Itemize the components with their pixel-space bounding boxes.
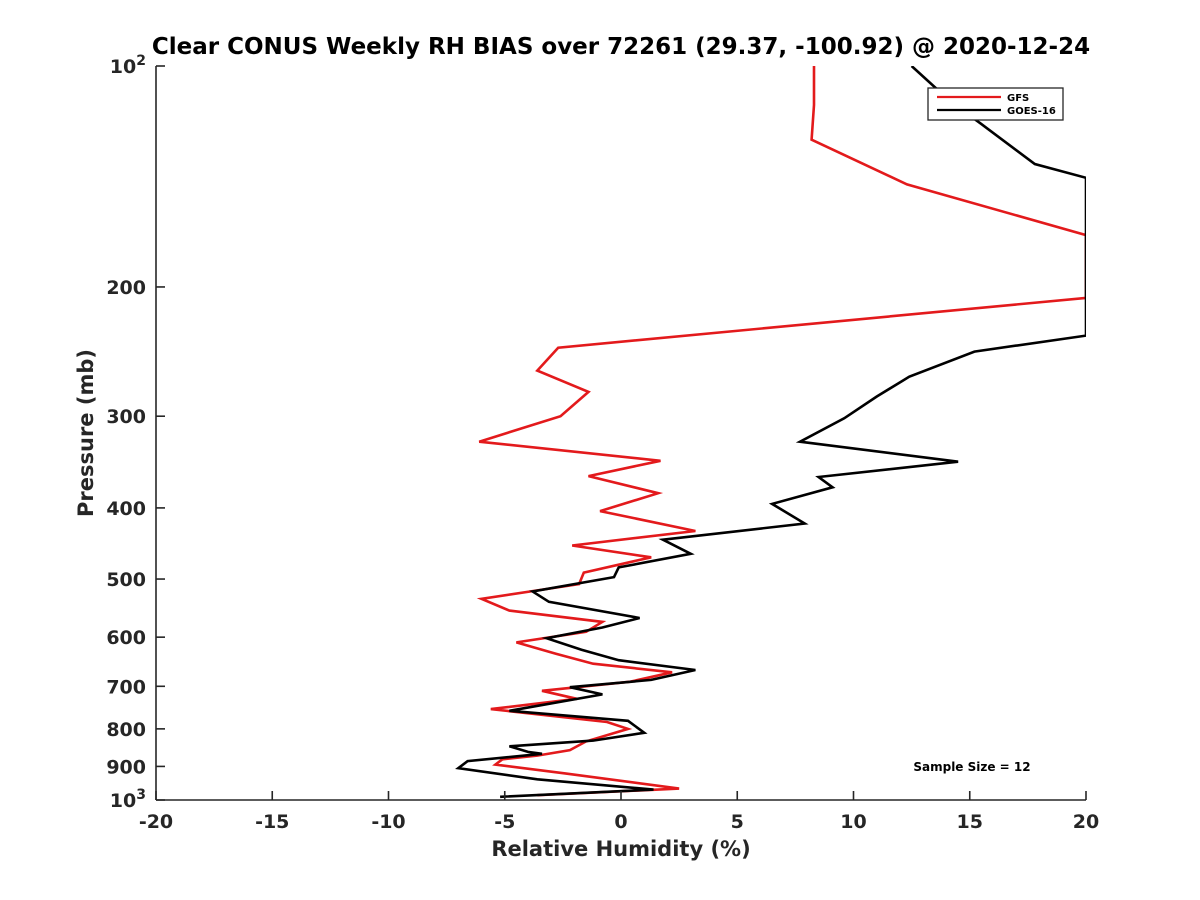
y-tick-label: 600 — [106, 627, 146, 649]
legend-label-goes16: GOES-16 — [1007, 106, 1056, 117]
series-layer — [455, 66, 1086, 799]
x-tick-label: 5 — [731, 811, 744, 833]
x-tick-label: -5 — [494, 811, 515, 833]
y-tick-label: 300 — [106, 406, 146, 428]
y-tick-label: 800 — [106, 719, 146, 741]
legend-label-gfs: GFS — [1007, 93, 1029, 104]
x-axis-label: Relative Humidity (%) — [491, 837, 750, 861]
x-tick-label: 20 — [1073, 811, 1099, 833]
x-tick-label: 0 — [614, 811, 627, 833]
y-tick-label: 200 — [106, 277, 146, 299]
x-tick-label: 10 — [840, 811, 866, 833]
y-tick-label: 500 — [106, 569, 146, 591]
series-line-goes16 — [455, 66, 1086, 799]
chart-title: Clear CONUS Weekly RH BIAS over 72261 (2… — [152, 34, 1090, 60]
sample-size-annotation: Sample Size = 12 — [913, 760, 1030, 774]
y-axis-label: Pressure (mb) — [74, 349, 98, 517]
y-tick-label: 400 — [106, 498, 146, 520]
x-tick-label: 15 — [957, 811, 983, 833]
y-tick-label: 700 — [106, 676, 146, 698]
axes-layer: -20 -15 -10 -5 0 5 10 15 20102200300400500600700… — [106, 53, 1099, 833]
legend: GFS GOES-16 — [927, 87, 1064, 121]
x-tick-label: -15 — [255, 811, 289, 833]
y-tick-label: 900 — [106, 756, 146, 778]
series-line-gfs — [476, 66, 1086, 797]
x-tick-label: -10 — [371, 811, 405, 833]
legend-box — [927, 87, 1064, 121]
x-tick-label: -20 — [139, 811, 173, 833]
